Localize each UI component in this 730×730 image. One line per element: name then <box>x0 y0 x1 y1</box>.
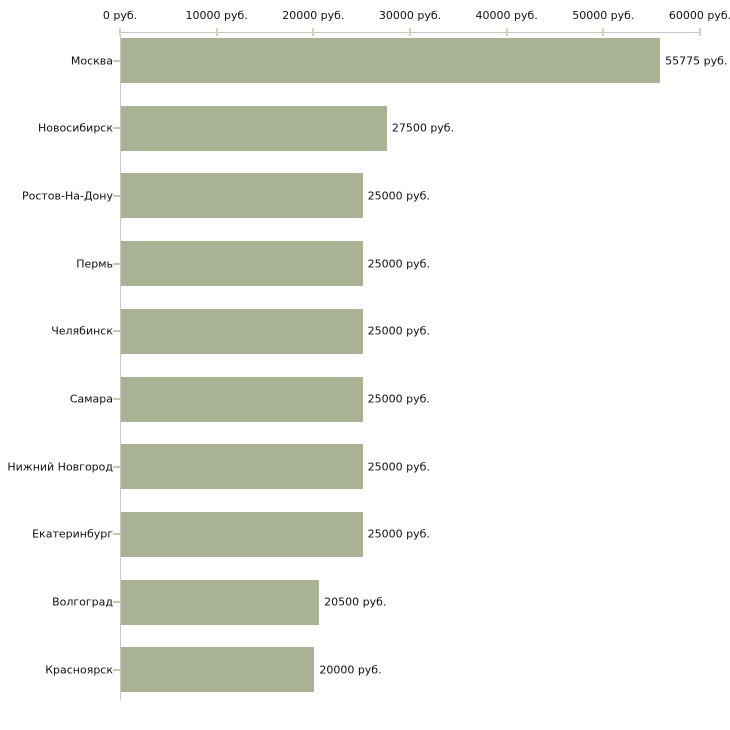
category-tick-mark <box>113 601 120 604</box>
category-label: Новосибирск <box>37 121 113 135</box>
value-label: 55775 руб. <box>665 54 728 67</box>
category-label: Нижний Новгород <box>7 460 113 474</box>
category-tick-mark <box>113 668 120 671</box>
x-tick-label: 0 руб. <box>102 9 138 22</box>
bar <box>121 105 387 151</box>
bar <box>121 241 363 287</box>
bar <box>121 647 315 693</box>
x-tick-label: 10000 руб. <box>185 9 248 22</box>
value-label: 25000 руб. <box>367 392 430 406</box>
category-label: Красноярск <box>45 663 113 677</box>
value-label: 25000 руб. <box>367 257 430 271</box>
category-tick-mark <box>113 127 120 130</box>
bar <box>121 308 363 354</box>
value-label: 20500 руб. <box>324 595 387 609</box>
category-label: Москва <box>70 54 113 67</box>
value-label: 25000 руб. <box>367 460 430 474</box>
x-tick-label: 20000 руб. <box>282 9 345 22</box>
category-tick-mark <box>113 465 120 468</box>
bar <box>121 173 363 219</box>
category-tick-mark <box>113 533 120 536</box>
x-tick-mark <box>505 28 508 36</box>
x-tick-label: 50000 руб. <box>572 9 635 22</box>
x-tick-mark <box>215 28 218 36</box>
x-tick-mark <box>699 28 701 36</box>
category-tick-mark <box>113 330 120 333</box>
x-tick-mark <box>312 28 315 36</box>
x-tick-label: 30000 руб. <box>378 9 442 22</box>
category-label: Волгоград <box>52 595 113 609</box>
category-tick-mark <box>113 262 120 265</box>
value-label: 27500 руб. <box>391 121 455 135</box>
x-tick-mark <box>602 28 605 36</box>
category-label: Пермь <box>76 257 113 271</box>
bar <box>121 38 661 83</box>
y-axis-line <box>120 32 121 700</box>
x-tick-mark <box>409 28 411 36</box>
category-label: Челябинск <box>51 324 113 338</box>
x-tick-label: 40000 руб. <box>475 9 538 22</box>
x-tick-mark <box>119 28 121 36</box>
x-tick-label: 60000 руб. <box>668 9 730 22</box>
category-label: Ростов-На-Дону <box>21 189 113 203</box>
category-label: Самара <box>69 392 113 406</box>
category-tick-mark <box>113 59 120 62</box>
bar <box>121 444 363 490</box>
bar <box>121 376 363 422</box>
category-tick-mark <box>113 194 120 197</box>
category-tick-mark <box>113 398 120 400</box>
value-label: 25000 руб. <box>367 527 430 541</box>
value-label: 25000 руб. <box>367 189 430 203</box>
bar <box>121 511 363 557</box>
value-label: 20000 руб. <box>319 663 382 677</box>
bar <box>121 579 320 625</box>
value-label: 25000 руб. <box>367 324 430 338</box>
category-label: Екатеринбург <box>32 527 113 541</box>
